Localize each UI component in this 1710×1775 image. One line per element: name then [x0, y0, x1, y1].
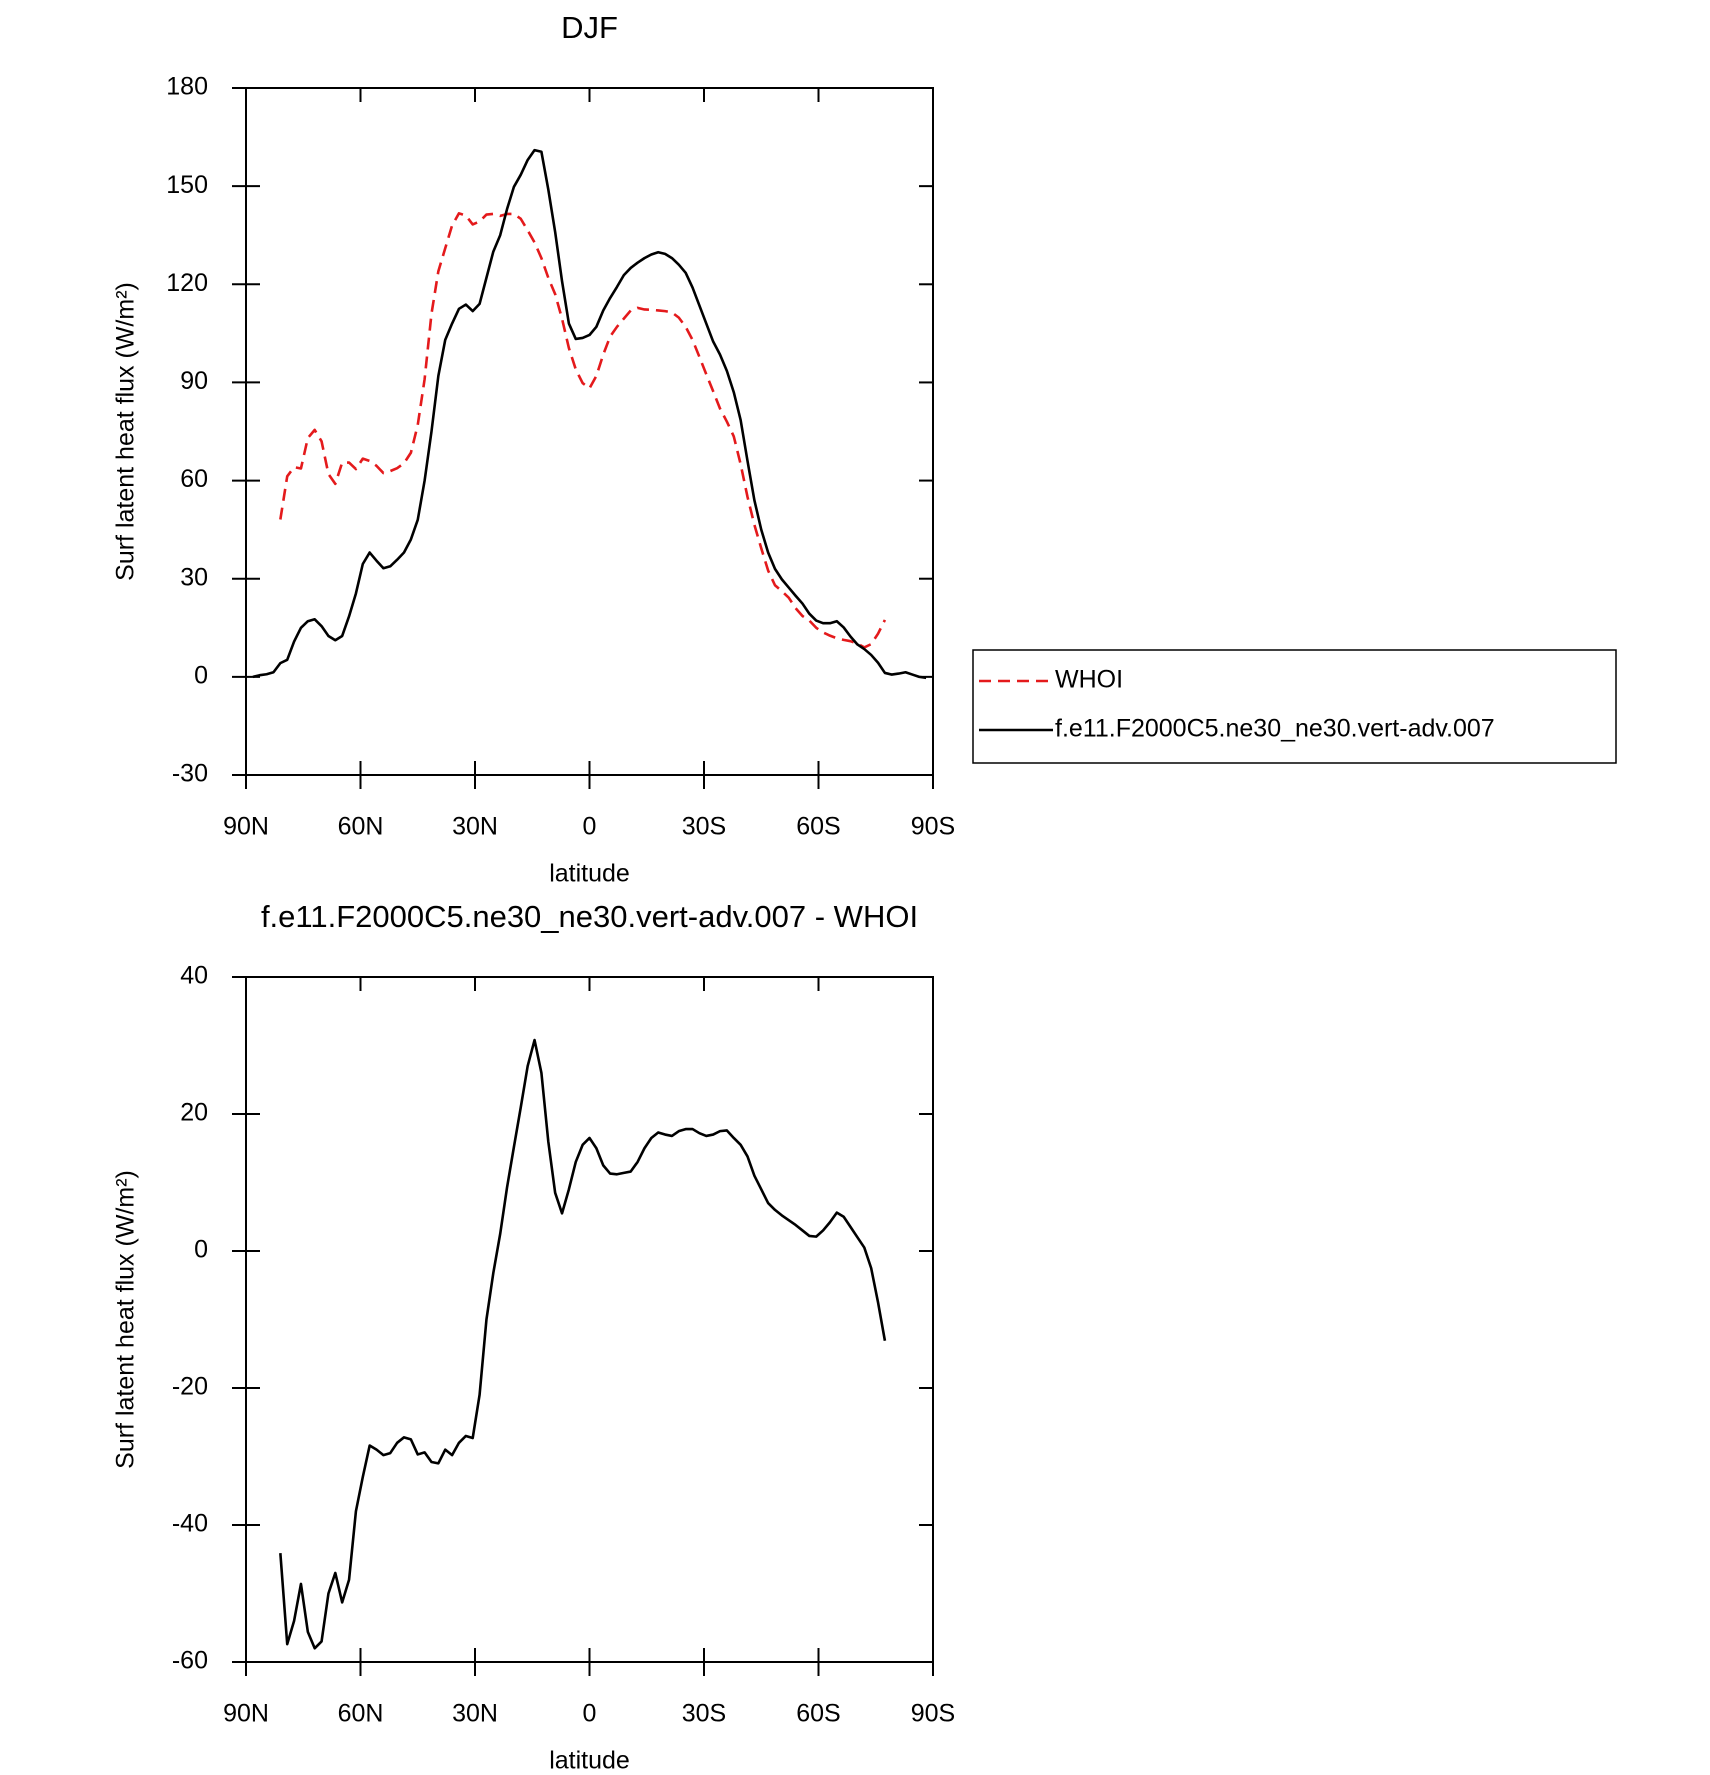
x-axis-label: latitude — [549, 1747, 630, 1775]
x-tick-label: 30N — [452, 1700, 498, 1728]
y-axis-label: Surf latent heat flux (W/m²) — [112, 1170, 140, 1469]
y-tick-label: -40 — [172, 1510, 208, 1538]
y-tick-label: 180 — [166, 73, 208, 101]
x-tick-label: 60S — [796, 813, 840, 841]
legend-label: f.e11.F2000C5.ne30_ne30.vert-adv.007 — [1055, 715, 1495, 743]
x-tick-label: 30S — [682, 1700, 726, 1728]
y-axis-label: Surf latent heat flux (W/m²) — [112, 282, 140, 581]
plot-frame — [245, 976, 934, 1663]
y-tick-label: 30 — [180, 563, 208, 591]
plot-frame — [245, 87, 934, 776]
x-tick-label: 90S — [911, 813, 955, 841]
data-line — [279, 212, 887, 649]
y-tick-label: 60 — [180, 465, 208, 493]
x-tick-label: 30S — [682, 813, 726, 841]
chart-title: DJF — [561, 10, 618, 45]
y-tick-label: 120 — [166, 269, 208, 297]
y-tick-label: -20 — [172, 1373, 208, 1401]
y-tick-label: 0 — [194, 1236, 208, 1264]
x-tick-label: 60N — [338, 1700, 384, 1728]
x-tick-label: 90N — [223, 813, 269, 841]
x-tick-label: 0 — [583, 1700, 597, 1728]
x-tick-label: 60S — [796, 1700, 840, 1728]
x-tick-label: 30N — [452, 813, 498, 841]
chart-title: f.e11.F2000C5.ne30_ne30.vert-adv.007 - W… — [261, 899, 918, 934]
data-line — [279, 1038, 887, 1650]
data-line — [252, 148, 927, 680]
legend — [972, 649, 1617, 764]
x-tick-label: 90N — [223, 1700, 269, 1728]
y-tick-label: 20 — [180, 1099, 208, 1127]
y-tick-label: 0 — [194, 661, 208, 689]
y-tick-label: 150 — [166, 171, 208, 199]
legend-label: WHOI — [1055, 666, 1123, 694]
x-tick-label: 90S — [911, 1700, 955, 1728]
x-axis-label: latitude — [549, 860, 630, 888]
y-tick-label: 40 — [180, 962, 208, 990]
y-tick-label: -30 — [172, 760, 208, 788]
x-tick-label: 60N — [338, 813, 384, 841]
x-tick-label: 0 — [583, 813, 597, 841]
y-tick-label: -60 — [172, 1647, 208, 1675]
y-tick-label: 90 — [180, 367, 208, 395]
